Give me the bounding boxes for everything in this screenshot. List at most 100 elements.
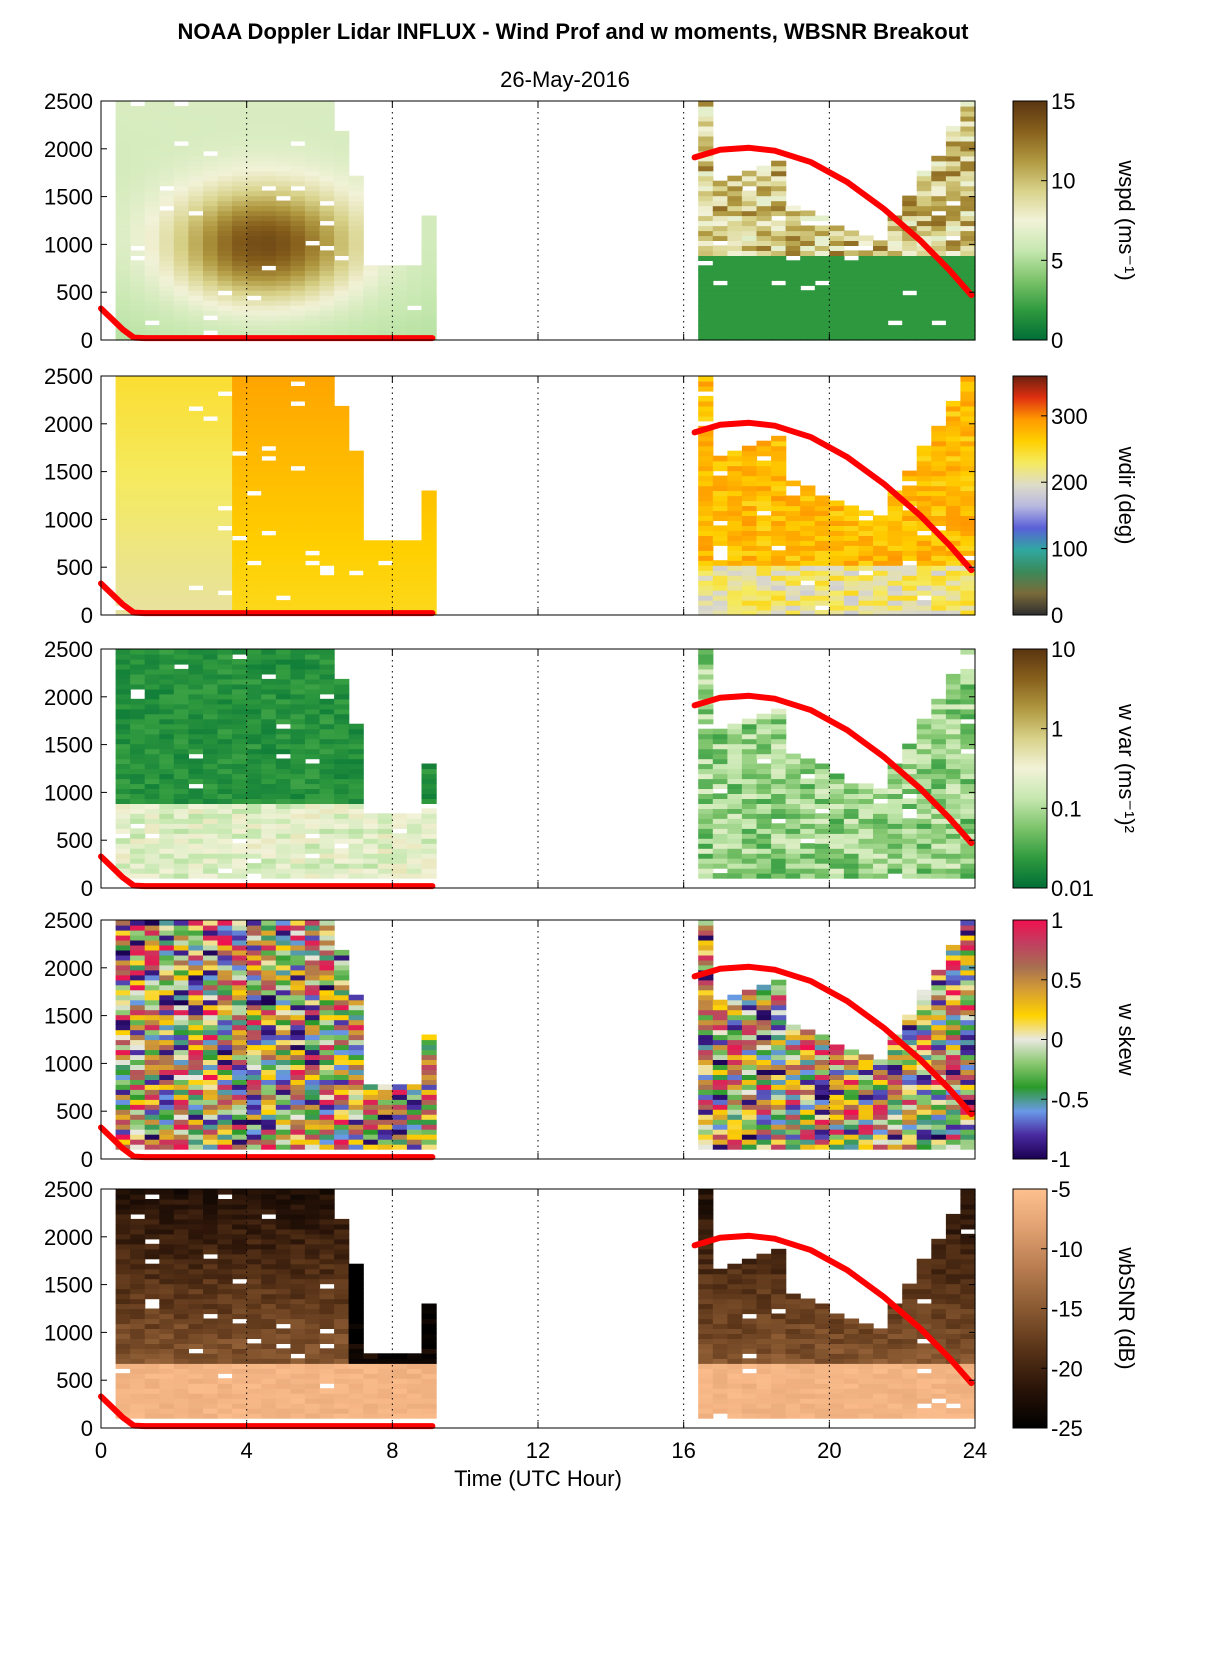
heatmap-cell xyxy=(173,290,189,296)
heatmap-cell xyxy=(261,1034,277,1041)
heatmap-cell xyxy=(232,376,248,382)
heatmap-cell xyxy=(785,550,801,556)
heatmap-cell xyxy=(217,585,233,591)
heatmap-cell xyxy=(377,595,393,601)
heatmap-cell xyxy=(887,575,903,581)
heatmap-cell xyxy=(727,200,743,207)
heatmap-cell xyxy=(261,140,277,147)
heatmap-cell xyxy=(246,400,262,407)
heatmap-cell xyxy=(377,325,393,331)
heatmap-cell xyxy=(960,111,976,117)
heatmap-cell xyxy=(916,758,932,765)
heatmap-cell xyxy=(261,475,277,482)
heatmap-cell xyxy=(771,708,787,715)
heatmap-cell xyxy=(188,325,204,331)
heatmap-cell xyxy=(392,310,408,316)
heatmap-cell xyxy=(290,748,306,755)
heatmap-cell xyxy=(334,415,350,422)
heatmap-cell xyxy=(771,753,787,760)
heatmap-cell xyxy=(130,430,146,437)
heatmap-cell xyxy=(217,758,233,765)
heatmap-cell xyxy=(698,465,714,472)
heatmap-cell xyxy=(130,733,146,740)
heatmap-cell xyxy=(115,853,131,859)
heatmap-cell xyxy=(712,873,728,879)
heatmap-cell xyxy=(159,300,175,306)
heatmap-cell xyxy=(902,515,918,521)
heatmap-cell xyxy=(290,580,306,586)
heatmap-cell xyxy=(130,1064,146,1070)
heatmap-cell xyxy=(275,575,291,581)
heatmap-cell xyxy=(144,485,160,492)
heatmap-cell xyxy=(392,873,408,879)
heatmap-cell xyxy=(814,610,830,616)
heatmap-cell xyxy=(304,470,321,477)
heatmap-cell xyxy=(232,1099,248,1105)
heatmap-cell xyxy=(741,230,758,237)
heatmap-cell xyxy=(290,290,306,296)
heatmap-cell xyxy=(290,783,306,789)
heatmap-cell xyxy=(843,808,860,814)
heatmap-cell xyxy=(290,1134,306,1140)
heatmap-cell xyxy=(931,495,947,502)
heatmap-cell xyxy=(130,873,146,879)
heatmap-cell xyxy=(843,280,860,286)
heatmap-cell xyxy=(698,410,714,417)
heatmap-cell xyxy=(741,610,758,616)
heatmap-cell xyxy=(246,275,262,281)
heatmap-cell xyxy=(348,475,364,482)
heatmap-cell xyxy=(246,925,262,931)
heatmap-cell xyxy=(887,275,903,281)
heatmap-cell xyxy=(392,270,408,276)
heatmap-cell xyxy=(319,530,335,536)
heatmap-cell xyxy=(814,290,830,296)
heatmap-cell xyxy=(771,783,787,789)
heatmap-cell xyxy=(916,818,932,824)
heatmap-cell xyxy=(144,435,160,442)
heatmap-cell xyxy=(188,450,204,457)
heatmap-cell xyxy=(363,828,379,834)
heatmap-cell xyxy=(246,600,262,606)
heatmap-cell xyxy=(217,170,233,177)
heatmap-cell xyxy=(159,793,175,799)
heatmap-cell xyxy=(115,485,131,492)
heatmap-cell xyxy=(858,793,874,799)
heatmap-cell xyxy=(217,565,233,571)
heatmap-cell xyxy=(727,863,743,869)
heatmap-cell xyxy=(698,255,714,261)
heatmap-cell xyxy=(261,1144,277,1150)
heatmap-cell xyxy=(290,560,306,566)
heatmap-cell xyxy=(902,863,918,869)
heatmap-cell xyxy=(960,300,976,306)
heatmap-cell xyxy=(741,170,758,177)
heatmap-cell xyxy=(173,999,189,1006)
heatmap-cell xyxy=(741,590,758,596)
heatmap-cell xyxy=(188,520,204,526)
heatmap-cell xyxy=(290,545,306,551)
heatmap-cell xyxy=(130,106,146,112)
heatmap-cell xyxy=(290,520,306,526)
heatmap-cell xyxy=(290,550,306,556)
heatmap-cell xyxy=(130,1014,146,1021)
heatmap-cell xyxy=(421,818,437,824)
heatmap-cell xyxy=(741,833,758,839)
heatmap-cell xyxy=(334,733,350,740)
heatmap-cell xyxy=(945,445,962,452)
heatmap-cell xyxy=(814,235,830,241)
heatmap-cell xyxy=(130,550,146,556)
heatmap-cell xyxy=(275,778,291,785)
heatmap-cell xyxy=(246,376,262,382)
heatmap-cell xyxy=(130,210,146,217)
heatmap-cell xyxy=(115,1064,131,1070)
heatmap-cell xyxy=(275,106,291,112)
heatmap-cell xyxy=(421,575,437,581)
heatmap-cell xyxy=(945,410,962,417)
heatmap-cell xyxy=(159,190,175,197)
heatmap-cell xyxy=(319,678,335,685)
heatmap-cell xyxy=(741,255,758,261)
heatmap-cell xyxy=(217,649,233,655)
heatmap-cell xyxy=(756,235,772,241)
heatmap-cell xyxy=(144,843,160,849)
heatmap-cell xyxy=(348,310,364,316)
heatmap-cell xyxy=(727,495,743,502)
